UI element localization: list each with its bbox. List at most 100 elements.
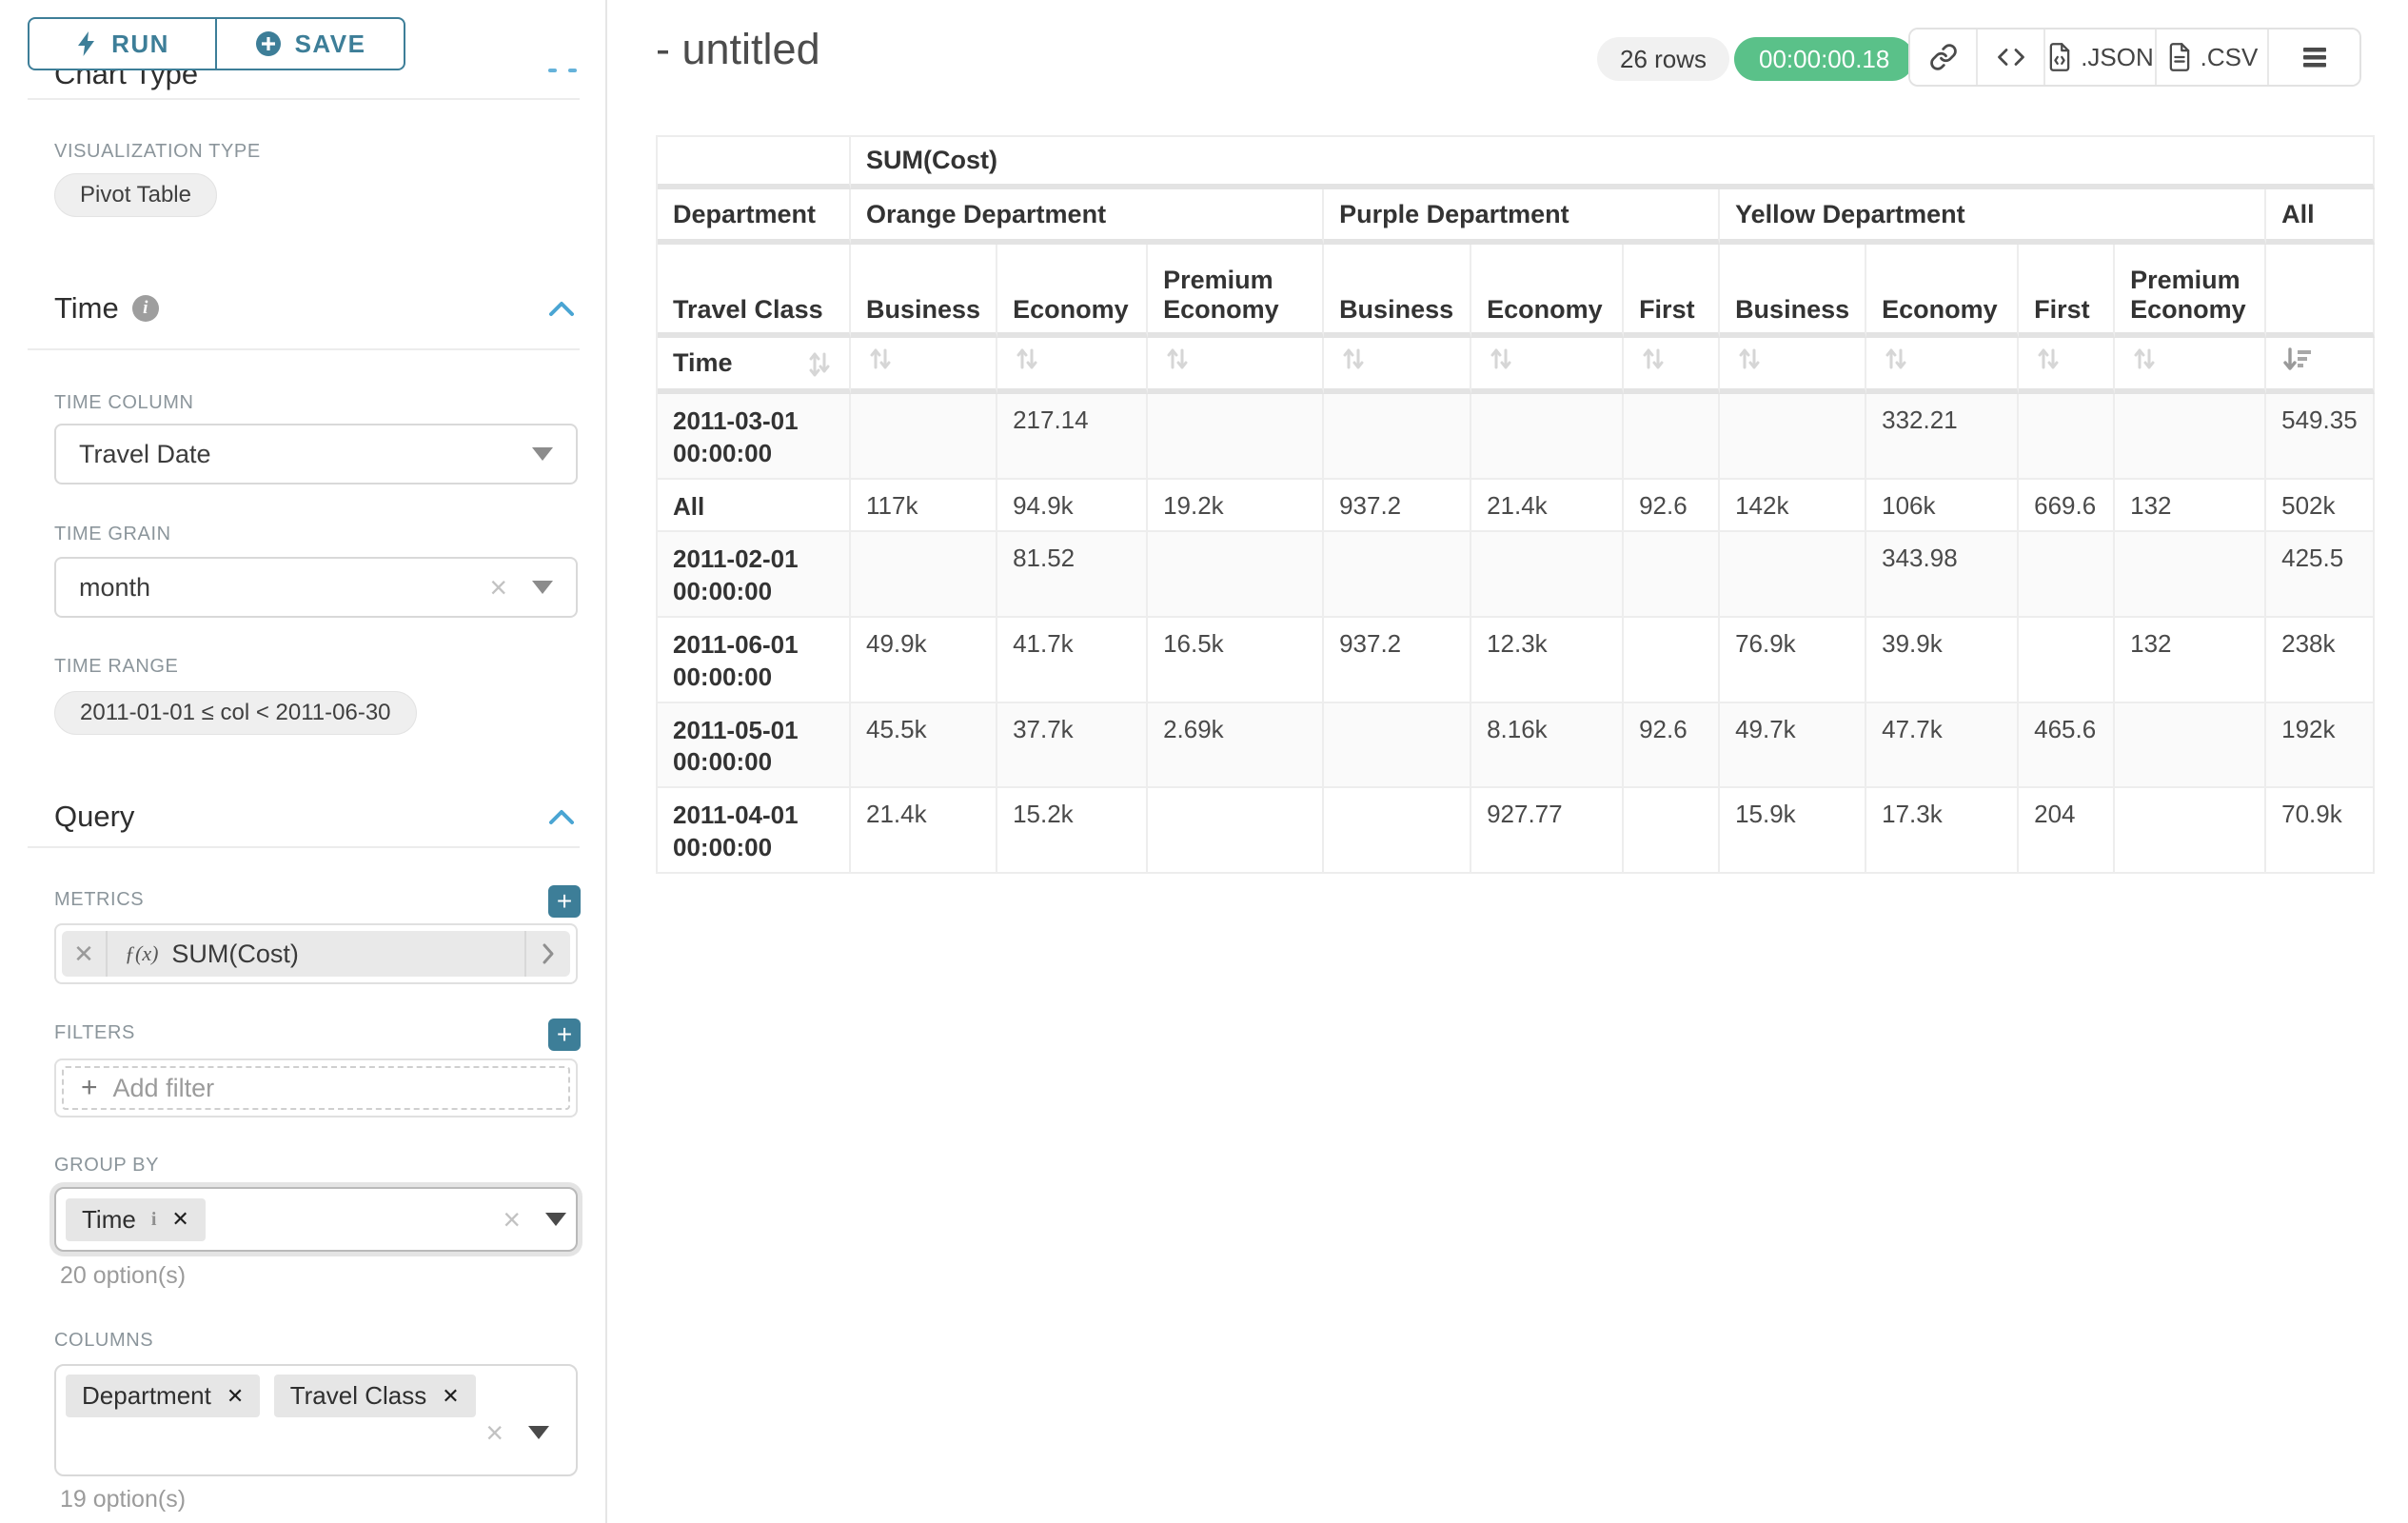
pivot-value-cell: 39.9k [1866,617,2020,703]
pivot-value-cell: 132 [2115,617,2267,703]
sort-toggle-icon-cell[interactable] [1324,338,1472,394]
columns-chip-travel-class[interactable]: Travel Class ✕ [273,1375,476,1417]
pivot-value-cell [2115,394,2267,480]
time-sort-header[interactable]: Time [658,338,851,394]
divider [28,98,580,100]
pivot-value-cell [2019,617,2116,703]
remove-chip-icon[interactable]: ✕ [171,1207,189,1231]
sort-toggle-icon-cell[interactable] [1866,338,2020,394]
pivot-value-cell: 12.3k [1471,617,1625,703]
chevron-up-icon[interactable] [547,807,576,826]
clear-icon[interactable]: × [503,1202,521,1236]
chart-type-collapse-indicator [568,69,577,72]
pivot-value-cell: 16.5k [1148,617,1325,703]
sort-desc-active-icon-cell[interactable] [2266,338,2375,394]
query-timer-badge: 00:00:00.18 [1734,37,1915,81]
export-json-button[interactable]: .JSON [2045,30,2157,85]
view-query-button[interactable] [1978,30,2045,85]
time-range-pill[interactable]: 2011-01-01 ≤ col < 2011-06-30 [54,691,417,735]
pivot-value-cell: 238k [2266,617,2375,703]
time-column-select[interactable]: Travel Date [54,424,578,485]
pivot-value-cell [1148,532,1325,618]
pivot-value-cell: 15.2k [997,788,1149,874]
group-by-chip-time[interactable]: Time i ✕ [66,1197,206,1241]
column-group-header: All [2266,189,2375,245]
columns-select[interactable]: Department ✕ Travel Class ✕ × [54,1364,578,1476]
pivot-value-cell: 41.7k [997,617,1149,703]
time-grain-select[interactable]: month × [54,557,578,618]
pivot-value-cell [2019,532,2116,618]
metric-chip[interactable]: ✕ ƒ(x) SUM(Cost) [62,931,570,977]
department-header-row: Department Orange Department Purple Depar… [658,189,2375,245]
sort-toggle-icon-cell[interactable] [1148,338,1325,394]
pivot-value-cell [1324,532,1472,618]
column-info-icon: i [150,1208,157,1230]
divider [28,348,580,350]
columns-chip-department[interactable]: Department ✕ [66,1375,261,1417]
sort-toggle-icon-cell[interactable] [1624,338,1721,394]
pivot-data-row: 2011-04-01 00:00:00 21.4k 15.2k 927.77 15.9k… [658,788,2375,874]
sort-toggle-icon-cell[interactable] [2115,338,2267,394]
more-options-button[interactable] [2269,30,2359,85]
save-button-label: SAVE [294,29,366,58]
add-filter-placeholder: Add filter [112,1073,215,1102]
export-csv-button[interactable]: .CSV [2157,30,2269,85]
pivot-table: SUM(Cost) Department Orange Department Pu… [656,135,2375,874]
run-button-label: RUN [111,29,169,58]
travel-class-header: Economy [1866,245,2020,338]
chip-label: Time [82,1204,136,1234]
pivot-value-cell [1148,788,1325,874]
remove-chip-icon[interactable]: ✕ [226,1383,245,1408]
lightning-bolt-icon [78,31,95,56]
sort-toggle-icon-cell[interactable] [2019,338,2116,394]
pivot-value-cell [1324,394,1472,480]
sort-toggle-icon-cell[interactable] [851,338,998,394]
divider [28,846,580,848]
row-dimension-header: Department [658,189,851,245]
pivot-value-cell: 332.21 [1866,394,2020,480]
pivot-data-row: 2011-02-01 00:00:00 81.52 343.98 425.5 [658,532,2375,618]
code-icon [1997,49,2024,66]
pivot-value-cell: 192k [2266,702,2375,789]
result-actions-group: .JSON .CSV [1908,28,2361,87]
clear-icon[interactable]: × [485,1415,503,1450]
plus-circle-icon [255,31,281,56]
metric-expand-icon[interactable] [524,931,570,977]
pivot-value-cell [2019,394,2116,480]
chip-label: Department [82,1381,211,1410]
pivot-value-cell [2115,788,2267,874]
pivot-value-cell [1624,788,1721,874]
remove-chip-icon[interactable]: ✕ [442,1383,460,1408]
pivot-value-cell: 937.2 [1324,479,1472,533]
pivot-value-cell [1148,394,1325,480]
sort-toggle-icon[interactable] [805,349,834,378]
metric-header-row: SUM(Cost) [658,137,2375,189]
pivot-value-cell: 669.6 [2019,479,2116,533]
query-section-title: Query [54,800,135,833]
travel-class-header: Business [1324,245,1472,338]
add-filter-dropzone[interactable]: + Add filter [62,1066,570,1110]
remove-metric-icon[interactable]: ✕ [62,931,108,977]
pivot-value-cell [1324,788,1472,874]
chevron-up-icon[interactable] [547,299,576,318]
sort-toggle-icon-cell[interactable] [1471,338,1625,394]
run-button[interactable]: RUN [28,17,216,70]
add-filter-button[interactable]: + [548,1019,581,1051]
pivot-value-cell: 49.7k [1720,702,1867,789]
save-button[interactable]: SAVE [216,17,405,70]
page-title[interactable]: - untitled [656,25,820,73]
column-group-header: Yellow Department [1720,189,2267,245]
travel-class-header: Premium Economy [1148,245,1325,338]
group-by-select[interactable]: Time i ✕ × [54,1187,578,1252]
pivot-value-cell: 76.9k [1720,617,1867,703]
pivot-value-cell: 47.7k [1866,702,2020,789]
pivot-value-cell: 15.9k [1720,788,1867,874]
add-metric-button[interactable]: + [548,885,581,918]
viz-type-pill[interactable]: Pivot Table [54,173,217,217]
hamburger-menu-icon [2302,48,2326,68]
sort-toggle-icon-cell[interactable] [1720,338,1867,394]
sort-toggle-icon-cell[interactable] [997,338,1149,394]
copy-link-button[interactable] [1910,30,1978,85]
pivot-value-cell [2115,532,2267,618]
clear-icon[interactable]: × [489,570,507,604]
